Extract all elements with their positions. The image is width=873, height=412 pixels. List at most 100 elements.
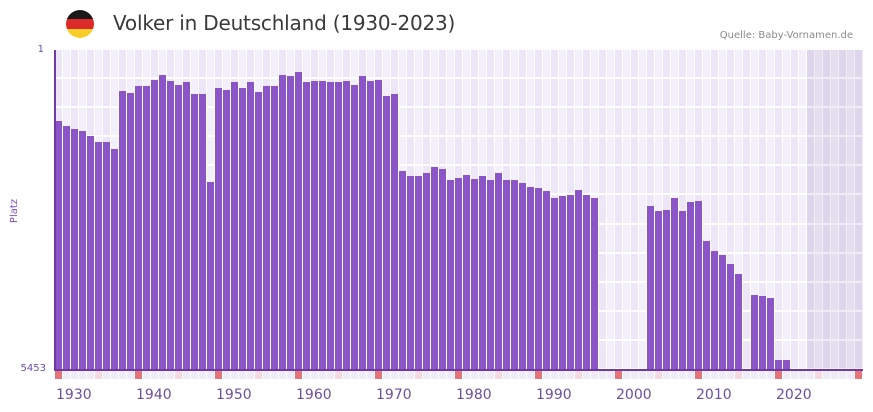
bar-1939[interactable] [127, 93, 134, 370]
bar-2005[interactable] [655, 210, 662, 370]
bar-1944[interactable] [167, 80, 174, 370]
bar-1986[interactable] [503, 180, 510, 370]
bar-1965[interactable] [335, 81, 342, 370]
bar-1992[interactable] [551, 198, 558, 370]
bar-1936[interactable] [103, 142, 110, 370]
bar-1948[interactable] [199, 94, 206, 370]
bar-1933[interactable] [79, 130, 86, 370]
year-marker [751, 371, 758, 379]
bar-1937[interactable] [111, 149, 118, 370]
bar-1984[interactable] [487, 180, 494, 370]
year-marker [807, 371, 814, 379]
bar-1979[interactable] [447, 180, 454, 370]
bar-1943[interactable] [159, 75, 166, 370]
bar-1945[interactable] [175, 84, 182, 370]
bar-1942[interactable] [151, 79, 158, 370]
bar-1952[interactable] [231, 81, 238, 370]
bar-1976[interactable] [423, 173, 430, 370]
bar-1951[interactable] [223, 89, 230, 370]
bar-1973[interactable] [399, 171, 406, 370]
bar-2021[interactable] [783, 360, 790, 370]
year-marker [719, 371, 726, 379]
bar-1953[interactable] [239, 87, 246, 370]
bar-1995[interactable] [575, 189, 582, 370]
bar-2014[interactable] [727, 263, 734, 370]
bar-1981[interactable] [463, 175, 470, 370]
bar-1997[interactable] [591, 198, 598, 370]
bar-2020[interactable] [775, 360, 782, 370]
bar-1989[interactable] [527, 186, 534, 370]
bar-1996[interactable] [583, 195, 590, 370]
bar-1954[interactable] [247, 81, 254, 370]
bar-1964[interactable] [327, 81, 334, 370]
bar-1985[interactable] [495, 173, 502, 370]
bar-2012[interactable] [711, 251, 718, 370]
bar-1968[interactable] [359, 76, 366, 370]
bar-2008[interactable] [679, 210, 686, 370]
bar-1990[interactable] [535, 187, 542, 370]
bar-1972[interactable] [391, 94, 398, 370]
bar-1993[interactable] [559, 196, 566, 370]
y-axis-line [54, 50, 56, 371]
bar-1935[interactable] [95, 142, 102, 370]
germany-flag-icon [66, 10, 94, 38]
bar-1962[interactable] [311, 80, 318, 370]
bar-1961[interactable] [303, 81, 310, 370]
bar-1956[interactable] [263, 85, 270, 370]
bar-1934[interactable] [87, 135, 94, 370]
bar-1994[interactable] [567, 195, 574, 370]
bar-1969[interactable] [367, 80, 374, 370]
bar-2009[interactable] [687, 202, 694, 370]
bar-2007[interactable] [671, 198, 678, 370]
bar-1977[interactable] [431, 167, 438, 370]
bar-1988[interactable] [519, 183, 526, 370]
bar-1941[interactable] [143, 85, 150, 370]
bar-2019[interactable] [767, 297, 774, 370]
bar-1966[interactable] [343, 80, 350, 370]
bar-1970[interactable] [375, 79, 382, 370]
year-marker [351, 371, 358, 379]
bar-1963[interactable] [319, 80, 326, 370]
bar-1950[interactable] [215, 87, 222, 370]
bar-1959[interactable] [287, 76, 294, 370]
year-marker [359, 371, 366, 379]
year-marker [199, 371, 206, 379]
bar-1958[interactable] [279, 75, 286, 370]
year-marker [439, 371, 446, 379]
bar-1978[interactable] [439, 169, 446, 370]
bar-2006[interactable] [663, 210, 670, 370]
year-marker [423, 371, 430, 379]
year-marker [687, 371, 694, 379]
bar-1940[interactable] [135, 85, 142, 370]
bar-2017[interactable] [751, 294, 758, 370]
bar-2015[interactable] [735, 274, 742, 370]
bar-1957[interactable] [271, 85, 278, 370]
bar-1980[interactable] [455, 178, 462, 370]
bar-2010[interactable] [695, 201, 702, 370]
bar-1930[interactable] [55, 121, 62, 370]
year-marker [263, 371, 270, 379]
bar-1949[interactable] [207, 182, 214, 370]
bar-1938[interactable] [119, 91, 126, 370]
bar-1975[interactable] [415, 176, 422, 370]
bar-2011[interactable] [703, 240, 710, 370]
bar-1971[interactable] [383, 96, 390, 370]
year-marker [551, 371, 558, 379]
bar-1931[interactable] [63, 126, 70, 370]
bar-2004[interactable] [647, 206, 654, 370]
bar-1947[interactable] [191, 94, 198, 370]
bar-1983[interactable] [479, 176, 486, 370]
bar-1991[interactable] [543, 190, 550, 370]
bar-2013[interactable] [719, 255, 726, 370]
bar-1967[interactable] [351, 84, 358, 370]
bar-1982[interactable] [471, 179, 478, 370]
bar-1987[interactable] [511, 180, 518, 370]
bar-1946[interactable] [183, 81, 190, 370]
bar-1932[interactable] [71, 129, 78, 370]
bar-1974[interactable] [407, 176, 414, 370]
year-marker [735, 371, 742, 379]
bar-1955[interactable] [255, 92, 262, 370]
year-marker [455, 371, 462, 379]
bar-1960[interactable] [295, 72, 302, 370]
bar-2018[interactable] [759, 295, 766, 370]
